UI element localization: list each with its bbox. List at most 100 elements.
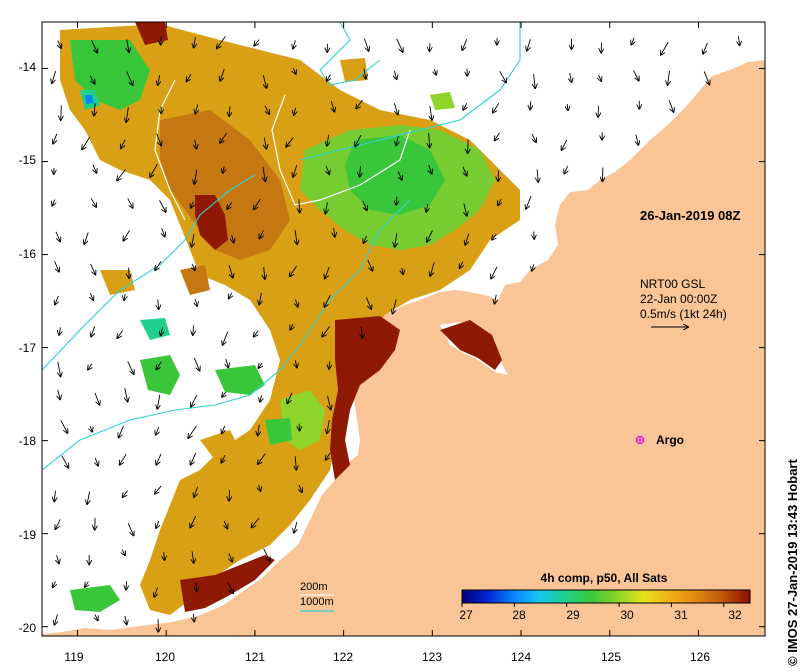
current-vector (223, 166, 225, 173)
current-vector (429, 133, 430, 147)
current-vector (393, 102, 398, 114)
current-vector (195, 139, 197, 149)
current-vector (191, 201, 194, 208)
lat-tick-label: -20 (19, 621, 37, 635)
current-vector (331, 101, 334, 111)
current-vector (703, 42, 708, 54)
current-vector (55, 519, 61, 529)
current-vector (534, 73, 536, 88)
current-vector (93, 164, 97, 173)
current-vector (195, 104, 198, 113)
current-vector (299, 484, 302, 492)
current-vector (194, 37, 196, 47)
current-vector (264, 266, 265, 279)
current-vector (464, 203, 467, 216)
current-vector (122, 549, 125, 556)
current-vector (290, 323, 293, 330)
current-vector (326, 452, 331, 460)
colorbar-title: 4h comp, p50, All Sats (541, 571, 668, 585)
lon-axis: 119 120 121 122 123 124 125 126 (64, 650, 710, 664)
current-vector (570, 73, 572, 82)
current-vector (154, 587, 157, 597)
current-vector (463, 166, 467, 176)
current-vector (295, 229, 297, 244)
current-vector (396, 196, 397, 205)
current-vector (84, 232, 89, 245)
current-vector (95, 614, 98, 621)
current-vector (192, 234, 194, 247)
current-vector (294, 107, 296, 115)
lon-tick-label: 123 (422, 650, 442, 664)
current-vector (193, 357, 199, 371)
current-vector (636, 134, 638, 145)
lat-tick-label: -19 (19, 528, 37, 542)
current-vector (293, 40, 296, 48)
current-vector (327, 134, 329, 146)
current-vector (537, 169, 538, 182)
current-vector (223, 331, 229, 345)
current-vector (286, 137, 294, 147)
current-vector (364, 235, 367, 243)
current-vector (121, 139, 126, 149)
current-vector (398, 171, 402, 180)
current-vector (293, 164, 298, 177)
current-vector (155, 485, 162, 494)
imos-credit: © IMOS 27-Jan-2019 13:43 Hobart (785, 459, 800, 666)
current-vector (295, 360, 297, 367)
current-vector (156, 133, 161, 146)
current-vector (356, 99, 363, 108)
current-vector (94, 103, 95, 115)
current-vector (85, 581, 88, 587)
colorbar-tick-label: 27 (459, 608, 473, 622)
current-vector (55, 231, 60, 242)
current-vector (87, 491, 90, 505)
current-vector (491, 266, 498, 279)
lon-tick-label: 125 (601, 650, 621, 664)
current-vector (493, 103, 500, 112)
current-vector (123, 230, 130, 240)
isobath-200m (42, 22, 521, 471)
current-vector (264, 105, 269, 114)
current-vector (125, 616, 127, 624)
current-vector (703, 71, 709, 84)
current-vector (668, 100, 674, 112)
current-vector (195, 298, 197, 306)
current-vector (90, 292, 93, 300)
current-vector (562, 139, 568, 150)
current-vector (123, 490, 128, 498)
current-vector (365, 297, 371, 310)
current-vector (325, 266, 330, 279)
current-vector (188, 425, 197, 438)
current-vector (360, 166, 361, 177)
current-vector (258, 363, 262, 368)
current-arrows (52, 36, 740, 632)
current-vector (254, 39, 260, 46)
current-vector (530, 101, 531, 109)
current-vector (229, 292, 232, 299)
current-vector (327, 395, 331, 410)
current-vector (602, 167, 603, 182)
current-vector (429, 165, 432, 173)
current-vector (126, 107, 128, 122)
timestamp-label: 26-Jan-2019 08Z (640, 208, 741, 223)
current-vector (156, 361, 162, 370)
current-vector (229, 553, 232, 561)
lat-tick-label: -18 (19, 434, 37, 448)
lat-tick-label: -17 (19, 341, 37, 355)
current-vector (668, 70, 670, 85)
current-vector (58, 40, 61, 49)
lon-tick-label: 121 (245, 650, 265, 664)
current-vector (228, 265, 233, 278)
axis-ticks (42, 22, 765, 636)
lat-tick-label: -16 (19, 247, 37, 261)
current-vector (191, 394, 198, 407)
argo-float: Argo (635, 433, 684, 447)
current-vector (361, 326, 363, 339)
current-vector (426, 203, 428, 212)
current-vector (254, 198, 261, 209)
current-vector (158, 74, 160, 85)
current-vector (91, 39, 98, 53)
current-vector (396, 38, 403, 52)
colorbar-tick-label: 30 (620, 608, 634, 622)
current-vector (264, 137, 266, 149)
